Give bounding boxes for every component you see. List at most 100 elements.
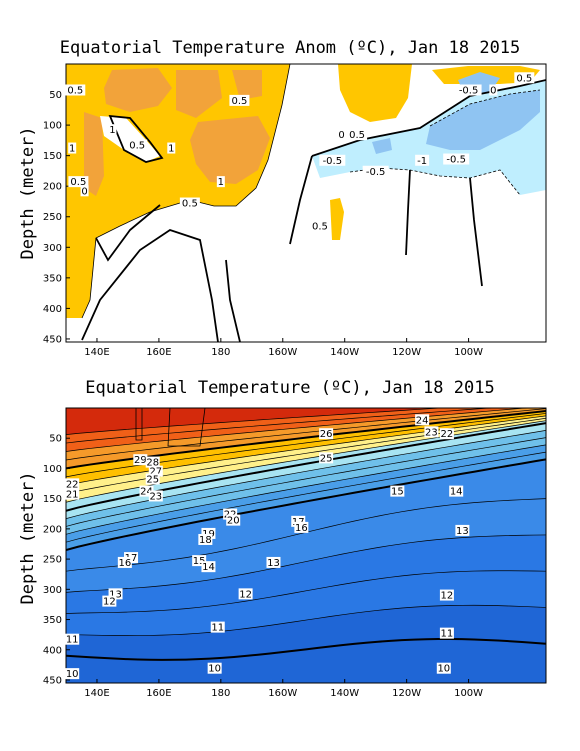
- svg-text:12: 12: [103, 597, 116, 608]
- isotherm-line: [66, 408, 546, 452]
- bottom-extra-contours: [135, 408, 206, 447]
- y-tick-label: 450: [43, 675, 62, 686]
- contour-label: 16: [294, 521, 309, 534]
- y-tick-label: 400: [43, 645, 62, 656]
- y-tick-label: 250: [43, 555, 62, 566]
- svg-text:0.5: 0.5: [516, 73, 532, 84]
- contour-label: 11: [439, 627, 454, 640]
- contour-label: 29: [133, 454, 148, 466]
- svg-text:16: 16: [295, 523, 308, 534]
- contour-label: 28: [145, 456, 160, 469]
- svg-text:1: 1: [109, 125, 115, 136]
- y-tick-label: 300: [43, 243, 62, 254]
- svg-text:-0.5: -0.5: [323, 156, 343, 167]
- x-tick-label: 100W: [454, 347, 483, 358]
- anom-pos05-small: [330, 198, 344, 240]
- svg-text:-0.5: -0.5: [366, 167, 386, 178]
- contour-label: 10: [207, 662, 222, 675]
- svg-text:-0.5: -0.5: [459, 85, 479, 96]
- svg-text:0.5: 0.5: [70, 177, 86, 188]
- contour-label: 1: [68, 142, 77, 155]
- svg-text:1: 1: [69, 144, 75, 155]
- anom-pos05-central: [338, 64, 412, 122]
- svg-text:22: 22: [66, 479, 79, 490]
- top-contours: [81, 64, 546, 342]
- svg-text:11: 11: [441, 629, 454, 640]
- contour-label: -0.5: [455, 84, 482, 96]
- bottom-chart-fill: [66, 408, 546, 683]
- svg-text:0.5: 0.5: [129, 140, 145, 151]
- svg-text:1: 1: [218, 177, 224, 188]
- svg-text:0.5: 0.5: [67, 85, 83, 96]
- svg-text:13: 13: [267, 558, 280, 569]
- svg-text:25: 25: [320, 453, 333, 464]
- contour-label: 1: [167, 142, 176, 155]
- x-tick-label: 120W: [392, 347, 421, 358]
- y-tick-label: 50: [49, 90, 62, 101]
- isotherm-line: [66, 534, 546, 593]
- contour-label: 0.5: [65, 84, 86, 96]
- contour-label: 24: [415, 414, 430, 426]
- contour-label: 0.5: [179, 197, 200, 210]
- top-contour-labels: 0.510.5 10.510.510.500 0.5-0.5-0.5-1 -0.50.…: [65, 72, 535, 233]
- svg-text:27: 27: [149, 467, 162, 478]
- y-tick-label: 250: [43, 212, 62, 223]
- isotherm-line: [66, 638, 546, 661]
- contour-label: 13: [266, 556, 281, 569]
- x-tick-label: 140W: [330, 347, 359, 358]
- contour-label: 12: [439, 589, 454, 602]
- isotherm-line: [66, 408, 546, 444]
- top-x-axis: 140E 160E 180 160W 140W 120W 100W: [84, 338, 483, 358]
- contour-label: 12: [238, 588, 253, 600]
- contour-label: 14: [449, 485, 464, 498]
- isotherm-line: [66, 415, 546, 486]
- contour-label: 12: [102, 595, 117, 608]
- x-tick-label: 140E: [84, 688, 109, 699]
- contour-label: 0.5: [68, 176, 89, 188]
- svg-text:13: 13: [109, 589, 122, 600]
- anom-pos1-b: [176, 70, 222, 118]
- y-tick-label: 200: [43, 182, 62, 193]
- bottom-plot-frame: [65, 407, 547, 684]
- contour-label: 20: [226, 514, 241, 527]
- isotherm-line: [66, 570, 546, 614]
- contour-label: 15: [390, 485, 405, 498]
- anom-pos1-c: [190, 116, 270, 184]
- svg-text:23: 23: [425, 427, 438, 438]
- svg-text:25: 25: [146, 475, 159, 486]
- contour-label: 1: [216, 176, 225, 188]
- svg-text:0.5: 0.5: [312, 222, 328, 233]
- svg-text:11: 11: [66, 635, 79, 646]
- svg-text:26: 26: [320, 429, 333, 440]
- y-tick-label: 50: [49, 434, 62, 445]
- svg-text:16: 16: [118, 558, 131, 569]
- x-tick-label: 140W: [330, 688, 359, 699]
- contour-label: 0: [489, 84, 498, 96]
- x-tick-label: 160E: [146, 688, 171, 699]
- svg-text:15: 15: [193, 556, 206, 567]
- contour-label: 0.5: [514, 72, 535, 84]
- y-tick-label: 350: [43, 615, 62, 626]
- svg-text:0.5: 0.5: [349, 130, 365, 141]
- isotherm-line: [66, 408, 546, 435]
- svg-text:-1: -1: [417, 156, 427, 167]
- contour-label: 25: [145, 473, 160, 486]
- contour-label: -0.5: [362, 165, 389, 178]
- contour-label: 25: [319, 452, 334, 464]
- top-chart-title: Equatorial Temperature Anom (ºC), Jan 18…: [59, 38, 521, 58]
- contour-label: 0.5: [229, 94, 250, 107]
- contour-label: 15: [192, 555, 207, 567]
- svg-text:24: 24: [140, 487, 153, 498]
- isotherm-line: [66, 437, 546, 527]
- svg-text:0: 0: [81, 186, 87, 197]
- svg-text:14: 14: [202, 562, 215, 573]
- contour-label: 13: [455, 524, 470, 537]
- y-tick-label: 300: [43, 585, 62, 596]
- y-tick-label: 200: [43, 524, 62, 535]
- y-tick-label: 400: [43, 304, 62, 315]
- contour-label: 0: [80, 185, 89, 197]
- anom-neg1: [426, 90, 540, 150]
- x-tick-label: 160E: [146, 347, 171, 358]
- isotherm-line: [66, 604, 546, 636]
